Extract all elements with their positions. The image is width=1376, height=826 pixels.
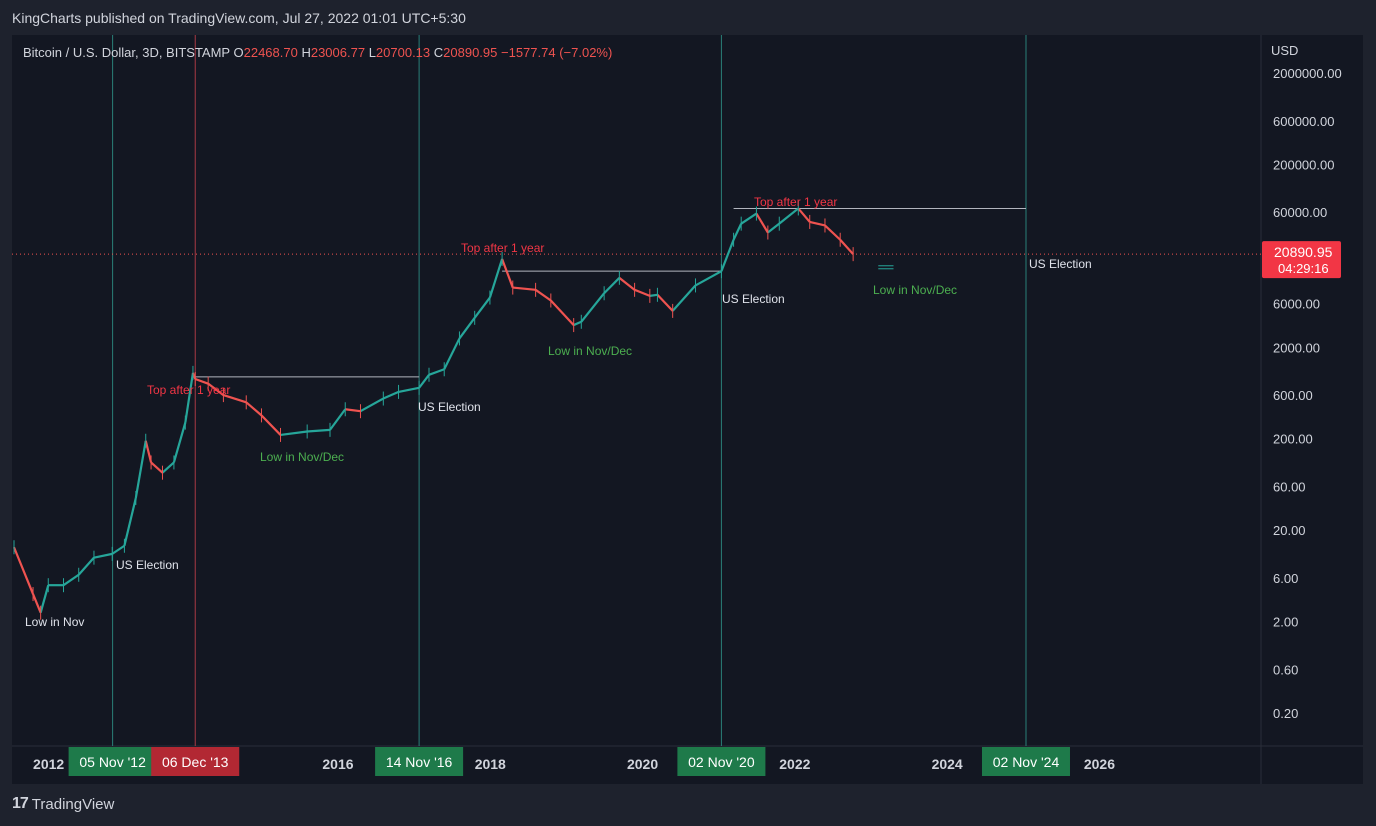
time-tick-label: 2016: [322, 756, 353, 772]
price-tick-label: 0.20: [1273, 706, 1298, 721]
time-tick-label: 2024: [932, 756, 963, 772]
price-segment: [650, 295, 658, 296]
us-election-label: US Election: [1029, 257, 1092, 271]
top-after-1-year-label: Top after 1 year: [754, 195, 837, 209]
footer-brand[interactable]: 17 TradingView: [12, 795, 114, 813]
legend-part: O: [233, 45, 243, 60]
legend-part: C: [434, 45, 443, 60]
us-election-label: US Election: [722, 292, 785, 306]
tradingview-logo-icon: 17: [12, 795, 28, 813]
low-in-nov-dec-label: Low in Nov/Dec: [548, 344, 632, 358]
legend-part: −1577.74 (−7.02%): [501, 45, 612, 60]
top-after-1-year-label: Top after 1 year: [461, 241, 544, 255]
price-tick-label: 0.60: [1273, 662, 1298, 677]
event-date-label: 14 Nov '16: [386, 754, 453, 770]
price-axis-currency: USD: [1271, 43, 1298, 58]
legend-part: 20890.95: [443, 45, 501, 60]
price-tick-label: 200000.00: [1273, 157, 1334, 172]
price-tick-label: 2000000.00: [1273, 66, 1342, 81]
event-date-label: 05 Nov '12: [79, 754, 146, 770]
ohlc-legend: Bitcoin / U.S. Dollar, 3D, BITSTAMP O224…: [23, 45, 612, 60]
top-after-1-year-label: Top after 1 year: [147, 383, 230, 397]
price-tick-label: 2000.00: [1273, 340, 1320, 355]
event-date-label: 02 Nov '24: [993, 754, 1060, 770]
footer-brand-text: TradingView: [32, 796, 115, 813]
price-tick-label: 20.00: [1273, 523, 1306, 538]
price-tick-label: 600000.00: [1273, 114, 1334, 129]
time-tick-label: 2018: [475, 756, 506, 772]
legend-part: L: [369, 45, 376, 60]
price-tick-label: 6.00: [1273, 571, 1298, 586]
price-tick-label: 6000.00: [1273, 297, 1320, 312]
price-tick-label: 60.00: [1273, 480, 1306, 495]
legend-part: 20700.13: [376, 45, 434, 60]
time-tick-label: 2026: [1084, 756, 1115, 772]
legend-part: H: [301, 45, 310, 60]
low-in-nov-label: Low in Nov: [25, 615, 84, 629]
price-tick-label: 2.00: [1273, 615, 1298, 630]
us-election-label: US Election: [116, 558, 179, 572]
low-in-nov-dec-label: Low in Nov/Dec: [873, 283, 957, 297]
bar-countdown: 04:29:16: [1278, 261, 1329, 276]
chart-svg[interactable]: Low in Nov US Election Top after 1 year Low…: [12, 35, 1363, 784]
time-tick-label: 2022: [779, 756, 810, 772]
legend-part: Bitcoin / U.S. Dollar, 3D, BITSTAMP: [23, 45, 233, 60]
price-tick-label: 60000.00: [1273, 205, 1327, 220]
chart-background: [12, 35, 1363, 784]
price-tick-label: 600.00: [1273, 388, 1313, 403]
event-date-label: 02 Nov '20: [688, 754, 755, 770]
low-in-nov-dec-label: Low in Nov/Dec: [260, 450, 344, 464]
legend-part: 23006.77: [311, 45, 369, 60]
us-election-label: US Election: [418, 400, 481, 414]
price-tick-label: 200.00: [1273, 432, 1313, 447]
publish-header: KingCharts published on TradingView.com,…: [12, 10, 466, 26]
event-date-label: 06 Dec '13: [162, 754, 229, 770]
time-tick-label: 2012: [33, 756, 64, 772]
last-price-value: 20890.95: [1274, 244, 1333, 260]
time-tick-label: 2020: [627, 756, 658, 772]
legend-part: 22468.70: [244, 45, 302, 60]
